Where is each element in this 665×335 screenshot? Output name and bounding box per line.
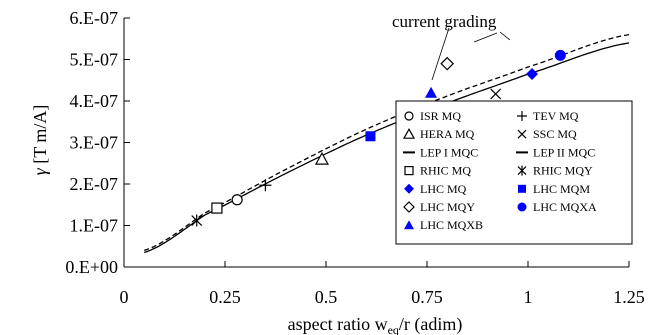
legend-marker [517,202,527,212]
annotation-arrow-1 [473,32,498,43]
data-point-lhc-mqy [440,56,455,71]
x-tick-label: 1.25 [613,287,645,307]
legend-label: LEP II MQC [533,145,595,159]
data-point-rhic-mq [211,202,223,214]
annotation-arrow-3 [499,31,511,41]
legend-label: RHIC MQ [420,164,471,178]
data-point-tev-mq [259,179,272,192]
legend-label: LHC MQXB [420,218,483,232]
x-tick-label: 0 [120,287,129,307]
legend-marker [402,127,416,139]
data-point-rhic-mqy [191,214,203,227]
legend-label: LHC MQM [533,182,590,196]
legend-label: LHC MQXA [533,200,597,214]
legend-marker [518,184,526,193]
legend-label: ISR MQ [420,109,461,123]
legend-label: HERA MQ [420,127,475,141]
legend-marker [404,166,414,176]
legend-label: SSC MQ [533,127,577,141]
curve-dashed [143,33,630,252]
data-point-lhc-mqxb [425,86,438,98]
data-point-lhc-mq [526,68,539,81]
y-tick-label: 5.E-07 [70,50,119,70]
y-tick-label: 2.E-07 [70,174,119,194]
legend-label: RHIC MQY [533,164,593,178]
legend-marker [403,201,415,213]
y-tick-label: 6.E-07 [70,8,119,28]
legend-marker [517,129,527,139]
x-tick-label: 0.75 [411,287,443,307]
annotation-current-grading: current grading [392,12,497,31]
legend-label: LHC MQY [420,200,475,214]
annotation-arrow-2 [431,27,450,81]
data-point-lhc-mqm [365,131,376,142]
x-tick-label: 1 [524,287,533,307]
y-tick-label: 4.E-07 [70,91,119,111]
legend-marker [517,165,527,176]
x-tick-label: 0.5 [315,287,338,307]
x-tick-label: 0.25 [209,287,241,307]
data-point-hera-mq [314,151,329,165]
y-tick-label: 0.E+00 [65,257,118,277]
legend-marker [404,220,414,230]
data-point-isr-mq [231,194,243,206]
legend-label: LEP I MQC [420,145,478,159]
x-axis-title: aspect ratio weq/r (adim) [288,314,463,335]
data-point-ssc-mq [490,88,502,100]
y-tick-label: 3.E-07 [70,133,119,153]
data-point-lhc-mqxa [554,49,566,61]
y-tick-label: 1.E-07 [70,216,119,236]
y-axis-title: γ [T m/A] [30,105,50,176]
legend-marker [404,111,414,121]
legend-marker [517,111,527,121]
legend-box [395,100,633,245]
legend-label: TEV MQ [533,109,579,123]
legend-marker [404,183,414,194]
legend-label: LHC MQ [420,182,467,196]
